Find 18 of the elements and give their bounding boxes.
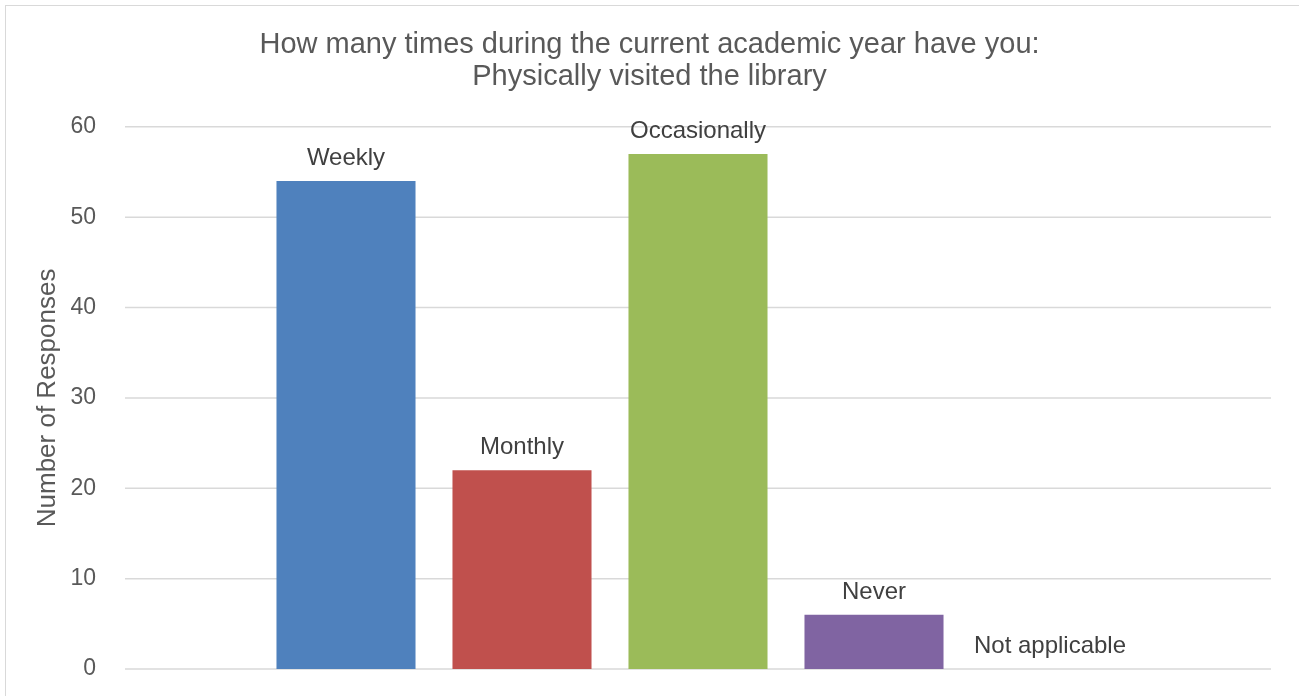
y-tick-label: 0	[83, 654, 96, 681]
y-tick-label: 10	[70, 563, 96, 590]
x-tick-label: Occasionally	[629, 115, 767, 143]
y-tick-label: 60	[70, 112, 96, 139]
x-tick-label: Never	[841, 576, 907, 604]
x-tick-label: Weekly	[306, 143, 386, 171]
bar	[276, 181, 416, 669]
bar	[628, 153, 768, 669]
y-tick-label: 20	[70, 473, 96, 500]
bar	[452, 470, 592, 669]
bar	[804, 614, 944, 669]
y-tick-label: 30	[70, 383, 96, 410]
y-tick-label: 50	[70, 202, 96, 229]
x-tick-label: Monthly	[479, 432, 565, 460]
y-axis-title: Number of Responses	[30, 268, 61, 528]
chart-title: How many times during the current academic year have you: Physically visited the library	[259, 26, 1040, 91]
y-tick-label: 40	[70, 292, 96, 319]
x-tick-label: Not applicable	[973, 631, 1127, 658]
